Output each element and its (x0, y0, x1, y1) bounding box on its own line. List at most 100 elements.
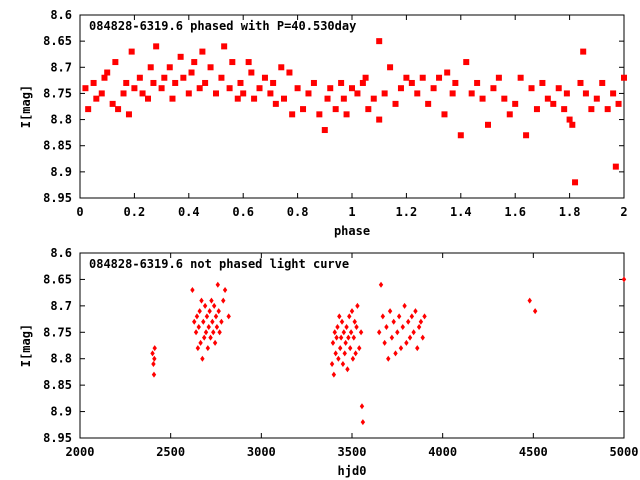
unphased-x-tick-label: 3500 (338, 445, 367, 459)
unphased-data-point (215, 281, 221, 288)
phased-y-tick-label: 8.7 (50, 60, 72, 74)
unphased-data-point (407, 334, 413, 341)
phased-data-point (490, 85, 497, 92)
unphased-data-point (532, 308, 538, 315)
unphased-data-point (329, 361, 335, 367)
phased-data-point (517, 74, 524, 81)
phased-y-tick-label: 8.65 (43, 34, 72, 48)
unphased-data-point (346, 334, 351, 341)
phased-data-point (485, 121, 491, 128)
unphased-data-point (416, 324, 422, 330)
phased-data-point (150, 79, 157, 86)
unphased-data-point (195, 345, 201, 352)
phased-data-point (289, 111, 296, 118)
unphased-data-point (359, 403, 365, 410)
phased-data-point (112, 59, 119, 66)
unphased-data-point (334, 334, 339, 341)
unphased-data-point (393, 350, 398, 357)
unphased-data-point (210, 318, 215, 325)
phased-data-point (98, 90, 105, 97)
unphased-data-point (196, 324, 201, 330)
unphased-data-point (415, 345, 420, 352)
unphased-y-tick-label: 8.9 (50, 405, 72, 419)
phased-data-point (349, 85, 355, 92)
unphased-y-tick-label: 8.75 (43, 325, 72, 339)
phased-data-point (128, 48, 135, 55)
phased-x-tick-label: 0.8 (287, 205, 309, 219)
phased-data-point (172, 79, 179, 86)
phased-data-point (191, 59, 198, 66)
phased-data-point (599, 79, 606, 86)
phased-data-point (272, 100, 279, 107)
phased-data-point (414, 90, 421, 97)
unphased-data-point (387, 308, 393, 315)
unphased-data-point (418, 318, 424, 325)
unphased-data-point (378, 281, 384, 288)
unphased-data-point (337, 313, 342, 320)
phased-data-point (528, 85, 535, 92)
phased-data-point (136, 74, 143, 81)
phased-data-point (588, 106, 595, 113)
unphased-data-point (199, 297, 204, 304)
unphased-data-point (221, 297, 226, 304)
phased-data-point (327, 85, 334, 92)
phased-data-point (506, 111, 513, 118)
phased-data-point (229, 59, 236, 66)
unphased-data-point (351, 334, 357, 341)
phased-data-point (286, 69, 293, 76)
phased-data-point (248, 69, 255, 76)
unphased-x-tick-label: 3000 (247, 445, 276, 459)
unphased-data-point (338, 345, 343, 352)
phased-data-point (621, 74, 627, 81)
unphased-data-point (342, 350, 347, 357)
phased-data-point (240, 90, 247, 97)
phased-data-point (169, 95, 176, 102)
phased-data-point (495, 74, 502, 81)
phased-data-point (324, 95, 331, 102)
unphased-data-point (395, 329, 400, 336)
unphased-data-point (354, 324, 359, 330)
unphased-data-point (398, 345, 404, 352)
phased-chart-title: 084828-6319.6 phased with P=40.530day (89, 19, 356, 33)
phased-x-tick-label: 1 (348, 205, 355, 219)
unphased-light-curve-panel: 2000 2500 3000 3500 4000 4500 5000 8.6 8.65 8.7 8.… (19, 246, 638, 478)
unphased-data-point (413, 308, 418, 315)
unphased-data-point (340, 361, 346, 367)
unphased-data-point (202, 302, 208, 309)
phased-data-point (572, 179, 579, 186)
unphased-data-point (350, 355, 356, 362)
phased-data-point (237, 79, 244, 86)
phased-data-point (501, 95, 508, 102)
unphased-data-point (377, 329, 382, 336)
unphased-chart-title: 084828-6319.6 not phased light curve (89, 257, 349, 271)
phased-data-point (403, 74, 410, 81)
unphased-data-point (345, 366, 350, 373)
unphased-data-point (202, 334, 207, 341)
unphased-x-tick-label: 2000 (66, 445, 95, 459)
unphased-data-point (527, 297, 532, 304)
unphased-data-point (332, 329, 337, 336)
phased-data-point (145, 95, 151, 102)
phased-data-point (362, 74, 369, 81)
unphased-data-point (355, 302, 360, 309)
unphased-data-point (151, 361, 156, 367)
unphased-data-point (343, 339, 348, 346)
unphased-data-point (386, 355, 391, 362)
unphased-data-point (212, 339, 218, 346)
phased-data-point (479, 95, 486, 102)
phased-data-point (158, 85, 165, 92)
unphased-data-point (358, 329, 364, 336)
phased-data-point (139, 90, 146, 97)
phased-data-point (316, 111, 323, 118)
unphased-data-point (339, 318, 345, 325)
phased-data-point (444, 69, 451, 76)
unphased-data-point (209, 297, 214, 304)
unphased-data-point (198, 339, 203, 346)
phased-y-tick-label: 8.75 (43, 86, 72, 100)
phased-data-point (166, 64, 173, 71)
unphased-x-tick-label: 4500 (519, 445, 548, 459)
phased-data-point (161, 74, 168, 81)
phased-data-point (376, 38, 383, 45)
unphased-y-axis-label: I[mag] (19, 324, 33, 367)
phased-data-point (419, 74, 426, 81)
